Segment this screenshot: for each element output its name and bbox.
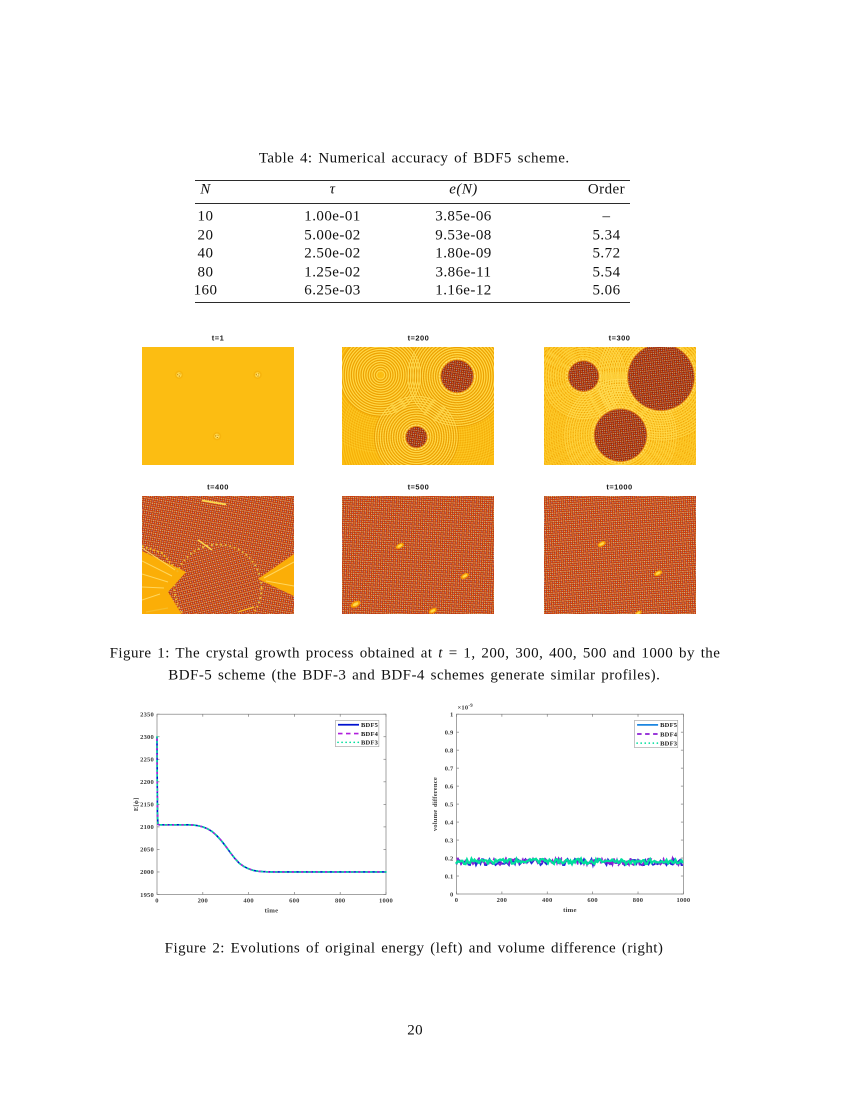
- svg-text:200: 200: [497, 897, 507, 904]
- svg-text:0.3: 0.3: [445, 837, 454, 844]
- svg-text:0.8: 0.8: [445, 747, 454, 754]
- svg-text:time: time: [563, 907, 577, 914]
- svg-text:0: 0: [155, 898, 158, 905]
- svg-text:2250: 2250: [140, 757, 154, 764]
- svg-text:600: 600: [587, 897, 597, 904]
- svg-text:2200: 2200: [140, 779, 154, 786]
- svg-text:BDF3: BDF3: [361, 740, 379, 747]
- svg-text:0: 0: [455, 897, 458, 904]
- svg-text:0.7: 0.7: [445, 765, 454, 772]
- svg-text:1000: 1000: [676, 897, 690, 904]
- svg-text:0.5: 0.5: [445, 801, 454, 808]
- svg-text:0.4: 0.4: [445, 819, 454, 826]
- svg-text:400: 400: [542, 897, 552, 904]
- svg-text:BDF5: BDF5: [660, 722, 678, 729]
- svg-text:800: 800: [633, 897, 643, 904]
- svg-text:0.2: 0.2: [445, 855, 454, 862]
- svg-text:BDF5: BDF5: [361, 722, 379, 729]
- svg-text:×10-9: ×10-9: [458, 704, 474, 712]
- svg-text:1950: 1950: [140, 892, 154, 899]
- svg-text:2050: 2050: [140, 847, 154, 854]
- svg-text:800: 800: [335, 898, 345, 905]
- svg-text:0: 0: [450, 891, 453, 898]
- svg-text:0.6: 0.6: [445, 783, 454, 790]
- svg-text:volume difference: volume difference: [432, 777, 439, 831]
- svg-text:2100: 2100: [140, 824, 154, 831]
- svg-text:2300: 2300: [140, 734, 154, 741]
- svg-text:600: 600: [289, 898, 299, 905]
- svg-text:BDF4: BDF4: [361, 731, 379, 738]
- svg-text:BDF3: BDF3: [660, 740, 678, 747]
- svg-text:0.9: 0.9: [445, 729, 454, 736]
- svg-text:1000: 1000: [379, 898, 393, 905]
- svg-text:0.1: 0.1: [445, 873, 454, 880]
- svg-text:E[ϕ]: E[ϕ]: [133, 798, 140, 812]
- svg-text:2000: 2000: [140, 869, 154, 876]
- svg-text:2350: 2350: [140, 711, 154, 718]
- svg-text:200: 200: [198, 898, 208, 905]
- svg-text:2150: 2150: [140, 802, 154, 809]
- svg-text:400: 400: [243, 898, 253, 905]
- svg-text:time: time: [265, 908, 279, 915]
- svg-text:BDF4: BDF4: [660, 731, 678, 738]
- svg-text:1: 1: [450, 711, 453, 718]
